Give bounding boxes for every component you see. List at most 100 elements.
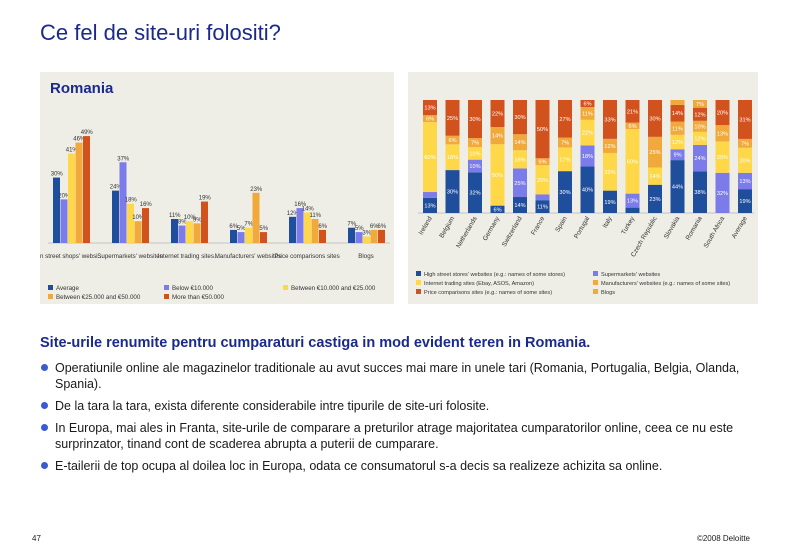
- data-label: 6%: [370, 224, 379, 230]
- data-label: 20%: [58, 193, 71, 199]
- bar: [245, 227, 252, 243]
- data-label: 38%: [694, 190, 705, 196]
- data-label: 27%: [559, 117, 570, 123]
- bar-segment: [580, 145, 595, 167]
- bar-segment: [693, 131, 707, 145]
- legend-label: Manufacturers' websites (e.g.: names of …: [601, 281, 730, 287]
- data-label: 44%: [672, 185, 683, 191]
- bar: [186, 221, 193, 243]
- tick-label: Supermarkets' websites: [97, 253, 163, 260]
- bar: [178, 225, 186, 243]
- bar-segment: [670, 100, 685, 105]
- legend-label: Between €10.000 and €25.000: [291, 285, 376, 292]
- copyright: ©2008 Deloitte: [696, 534, 750, 543]
- tick-label: Italy: [602, 215, 614, 229]
- data-label: 14%: [514, 140, 525, 146]
- data-label: 60%: [424, 155, 435, 161]
- bar-segment: [513, 150, 527, 169]
- data-label: 6%: [628, 124, 636, 130]
- data-label: 11%: [672, 126, 683, 132]
- bullet-item: E-tailerii de top ocupa al doilea loc in…: [40, 458, 770, 474]
- data-label: 6%: [318, 224, 327, 230]
- data-label: 23%: [649, 197, 660, 203]
- data-label: 6%: [377, 224, 386, 230]
- page-number: 47: [32, 534, 41, 543]
- data-label: 12%: [287, 211, 300, 217]
- bar-segment: [693, 100, 707, 108]
- legend-label: Between €25.000 and €50.000: [56, 294, 141, 301]
- legend-label: Price comparisons sites (e.g.: names of …: [424, 290, 552, 296]
- data-label: 13%: [739, 179, 750, 185]
- bar-segment: [738, 147, 752, 173]
- tick-label: Portugal: [573, 215, 591, 240]
- legend-swatch: [593, 289, 598, 294]
- data-label: 20%: [739, 158, 750, 164]
- data-label: 14%: [492, 134, 503, 140]
- data-label: 6%: [426, 117, 434, 123]
- data-label: 11%: [309, 213, 321, 219]
- data-label: 22%: [492, 112, 503, 118]
- bar-segment: [648, 136, 662, 168]
- bar: [370, 229, 378, 243]
- data-label: 16%: [140, 202, 153, 208]
- bar: [230, 229, 237, 243]
- bar-segment: [445, 100, 460, 136]
- data-label: 50%: [537, 127, 548, 133]
- data-label: 50%: [492, 173, 503, 179]
- bar-segment: [468, 138, 482, 147]
- data-label: 30%: [51, 172, 64, 178]
- bar-segment: [715, 100, 730, 126]
- bar-segment: [535, 165, 550, 195]
- bar-segment: [715, 125, 730, 142]
- bar: [53, 177, 60, 243]
- bullet-item: De la tara la tara, exista diferente con…: [40, 398, 770, 414]
- legend-swatch: [48, 285, 53, 290]
- bar-segment: [603, 138, 617, 153]
- legend-swatch: [164, 294, 169, 299]
- tick-label: Germany: [482, 215, 502, 242]
- bar-segment: [423, 122, 437, 193]
- legend-swatch: [593, 280, 598, 285]
- bullet-item: Operatiunile online ale magazinelor trad…: [40, 360, 770, 392]
- data-label: 6%: [448, 138, 456, 144]
- bar-segment: [535, 194, 550, 201]
- data-label: 8%: [178, 220, 187, 226]
- tick-label: Blogs: [358, 253, 373, 260]
- legend-swatch: [593, 271, 598, 276]
- data-label: 32%: [604, 170, 615, 176]
- legend-label: Blogs: [601, 290, 615, 296]
- tick-label: Manufacturers' websites: [215, 253, 282, 260]
- data-label: 10%: [132, 215, 145, 221]
- legend-label: Below €10.000: [172, 285, 213, 292]
- data-label: 30%: [559, 190, 570, 196]
- data-label: 5%: [355, 226, 364, 232]
- bar-segment: [423, 197, 437, 213]
- data-label: 40%: [582, 188, 593, 194]
- data-label: 25%: [514, 181, 525, 187]
- bar-segment: [603, 190, 617, 213]
- bar: [112, 190, 119, 243]
- data-label: 30%: [649, 116, 660, 122]
- data-label: 6%: [538, 160, 546, 166]
- bar-segment: [445, 170, 460, 213]
- bullet-list: Operatiunile online ale magazinelor trad…: [40, 360, 770, 480]
- bar: [296, 208, 304, 243]
- data-label: 6%: [583, 101, 591, 107]
- data-label: 9%: [673, 153, 681, 159]
- bar: [319, 229, 326, 243]
- bar-segment: [513, 134, 527, 151]
- bar-segment: [445, 135, 460, 145]
- bar-segment: [670, 149, 685, 161]
- bar: [355, 232, 363, 243]
- bar-segment: [738, 172, 752, 190]
- data-label: 24%: [694, 156, 705, 162]
- data-label: 14%: [302, 206, 315, 212]
- data-label: 60%: [627, 159, 638, 165]
- bar-segment: [535, 100, 550, 159]
- tick-label: Spain: [554, 215, 569, 233]
- bar-segment: [715, 172, 730, 213]
- data-label: 18%: [125, 198, 138, 204]
- bar: [289, 216, 296, 243]
- tick-label: South Africa: [703, 215, 727, 249]
- bar: [142, 208, 149, 243]
